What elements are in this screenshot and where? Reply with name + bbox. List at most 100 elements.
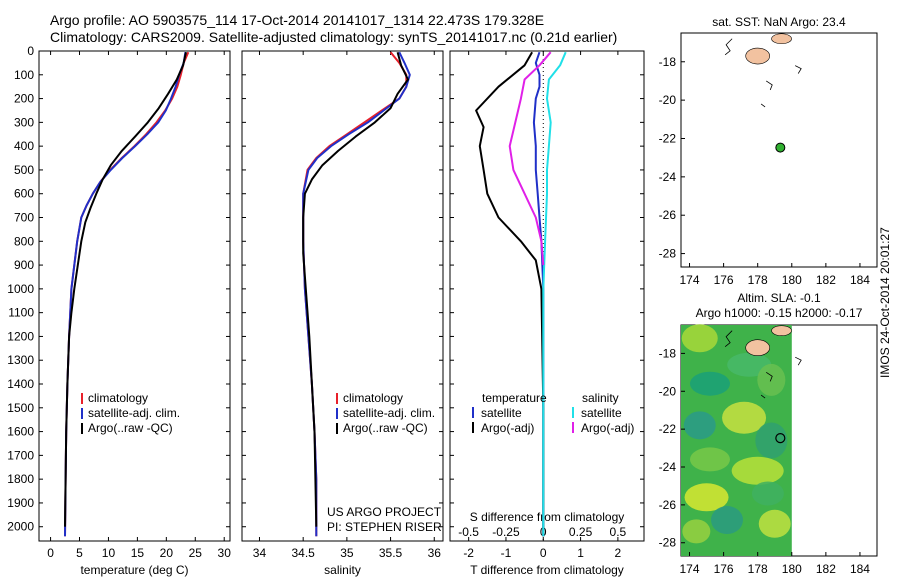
legend-title: temperature (482, 391, 547, 405)
y-tick-label: -28 (659, 247, 677, 261)
x-tick-label: 0 (540, 546, 547, 560)
x-tick-label: 30 (218, 546, 232, 560)
sla-blob (755, 422, 788, 459)
legend-label: satellite-adj. clim. (343, 406, 435, 420)
x-tick-label: -2 (463, 546, 474, 560)
salinity-panel: 34 34.5 35 35.5 36 salinity climatologysatelli… (241, 50, 444, 577)
argo-position-marker (775, 432, 786, 444)
top-axis-label: S difference from climatology (470, 510, 625, 524)
y-tick-label: 1800 (7, 472, 34, 486)
x-tick-label: 178 (748, 273, 768, 287)
sla-map-panel: 174 176 178 180 182 184 -18 -20 -22 -24 -26 -28 Alti… (659, 291, 878, 576)
top-tick-label: -0.25 (492, 525, 520, 539)
sla-blob (689, 447, 730, 472)
x-tick-label: 2 (615, 546, 622, 560)
y-tick-label: 800 (14, 234, 34, 248)
x-tick-label: 174 (680, 273, 700, 287)
x-tick-label: 178 (748, 562, 768, 576)
legend-label: satellite (581, 406, 622, 420)
y-tick-label: 1000 (7, 282, 34, 296)
y-tick-label: 300 (14, 115, 34, 129)
legend-label: Argo(..raw -QC) (88, 421, 173, 435)
legend-label: Argo(-adj) (581, 421, 634, 435)
x-tick-label: 35.5 (379, 546, 403, 560)
figure-title-line1: Argo profile: AO 5903575_114 17-Oct-2014… (50, 12, 545, 28)
island-shape (745, 47, 770, 65)
x-axis-label: salinity (324, 563, 361, 577)
island-shape (771, 33, 792, 45)
y-tick-label: 1400 (7, 377, 34, 391)
x-tick-label: 15 (131, 546, 145, 560)
y-tick-label: -18 (659, 55, 677, 69)
legend-label: Argo(-adj) (481, 421, 534, 435)
map-title: sat. SST: NaN Argo: 23.4 (712, 15, 846, 29)
sla-blob (722, 401, 767, 434)
x-tick-label: 0 (47, 546, 54, 560)
island-shape (745, 339, 770, 357)
top-tick-label: 0.25 (569, 525, 593, 539)
pi-annotation: PI: STEPHEN RISER (327, 520, 442, 534)
top-tick-label: -0.5 (458, 525, 479, 539)
y-tick-label: 1500 (7, 401, 34, 415)
sla-blob (731, 456, 784, 485)
x-tick-label: 176 (714, 273, 734, 287)
map-subtitle: Argo h1000: -0.15 h2000: -0.17 (696, 306, 863, 320)
y-tick-label: 600 (14, 187, 34, 201)
x-tick-label: 10 (102, 546, 116, 560)
argo-position-marker (775, 142, 786, 153)
sla-blob (682, 519, 711, 544)
y-tick-label: -26 (659, 208, 677, 222)
sla-blob (751, 481, 784, 506)
y-tick-label: 900 (14, 258, 34, 272)
figure-title-line2: Climatology: CARS2009. Satellite-adjuste… (50, 29, 618, 45)
sla-blob (681, 324, 718, 353)
legend-title: salinity (582, 391, 619, 405)
series-line (475, 51, 545, 537)
x-tick-label: 25 (189, 546, 203, 560)
x-axis-label: T difference from climatology (470, 563, 624, 577)
x-tick-label: 34 (253, 546, 267, 560)
plot-frame (38, 50, 231, 542)
x-tick-label: 36 (428, 546, 442, 560)
x-tick-label: 5 (76, 546, 83, 560)
y-tick-label: 1900 (7, 496, 34, 510)
y-tick-label: -18 (659, 346, 677, 360)
y-tick-label: 100 (14, 68, 34, 82)
y-tick-label: 700 (14, 211, 34, 225)
y-tick-label: -26 (659, 498, 677, 512)
y-tick-label: 400 (14, 139, 34, 153)
legend-label: climatology (343, 391, 403, 405)
y-tick-label: 1100 (8, 306, 34, 320)
plot-frame (241, 50, 444, 542)
series-line (542, 51, 567, 537)
x-tick-label: 184 (850, 562, 870, 576)
y-tick-label: -28 (659, 536, 677, 550)
x-tick-label: 174 (680, 562, 700, 576)
x-tick-label: 34.5 (291, 546, 315, 560)
y-tick-label: 1700 (7, 448, 34, 462)
sst-map-panel: 174 176 178 180 182 184 -18 -20 -22 -24 -26 -28 sat.… (659, 15, 878, 287)
y-tick-label: 0 (27, 44, 34, 58)
y-tick-label: 200 (14, 92, 34, 106)
sla-blob (758, 509, 791, 538)
x-tick-label: 180 (782, 562, 802, 576)
y-tick-label: -24 (659, 460, 677, 474)
map-title: Altim. SLA: -0.1 (737, 291, 821, 305)
x-tick-label: 1 (577, 546, 584, 560)
x-axis-label: temperature (deg C) (80, 563, 188, 577)
y-tick-label: -22 (659, 422, 677, 436)
coastline (724, 330, 802, 399)
coastline (724, 38, 802, 108)
project-annotation: US ARGO PROJECT (327, 505, 442, 519)
x-tick-label: 176 (714, 562, 734, 576)
difference-panel: -2 -1 0 1 2 T difference from climatology -0.5… (449, 50, 645, 577)
x-tick-label: 184 (850, 273, 870, 287)
legend-label: climatology (88, 391, 148, 405)
x-tick-label: -1 (501, 546, 512, 560)
y-tick-label: -24 (659, 170, 677, 184)
y-tick-label: -20 (659, 384, 677, 398)
x-tick-label: 35 (340, 546, 354, 560)
y-tick-label: -22 (659, 131, 677, 145)
legend-label: satellite (481, 406, 522, 420)
